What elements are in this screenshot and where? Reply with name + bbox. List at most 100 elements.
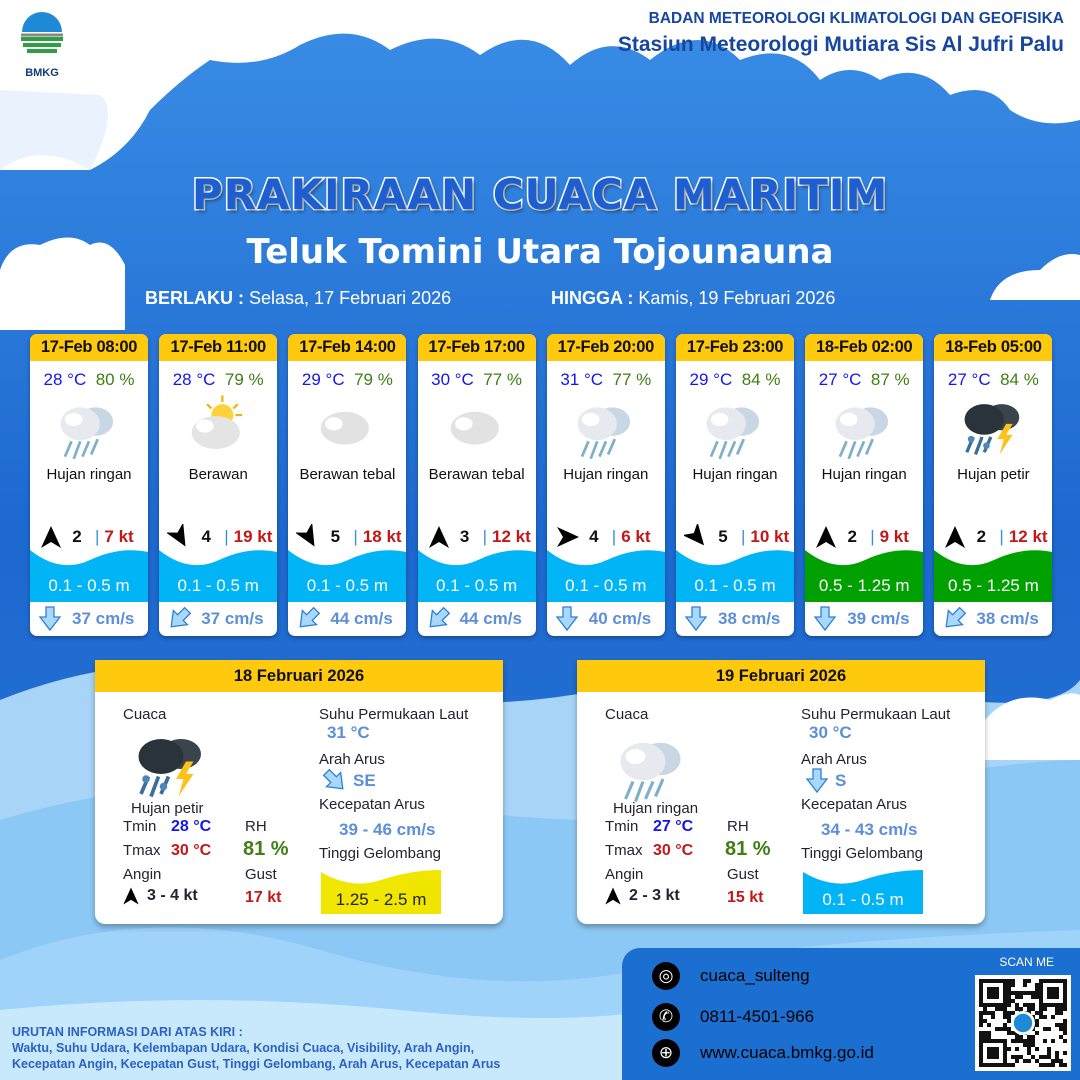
wind-speed: 5 — [330, 527, 341, 546]
temperature: 31 °C — [560, 370, 604, 389]
wind-direction-icon — [41, 526, 61, 548]
current-direction-icon — [805, 768, 829, 794]
gust-label: Gust — [727, 866, 759, 883]
cloudy-icon — [321, 411, 370, 445]
wave-shape — [30, 550, 148, 602]
wind-direction-icon — [816, 526, 837, 548]
wave-text: 0.1 - 0.5 m — [435, 576, 518, 595]
wave-height: 0.5 - 1.25 m — [934, 548, 1053, 602]
website-row[interactable]: ⊕ www.cuaca.bmkg.go.id — [652, 1039, 874, 1067]
tmax-value: 30 °C — [171, 842, 212, 859]
forecast-card: 17-Feb 14:00 29 °C 79 % Berawan tebal 5 |… — [288, 334, 407, 636]
gust-speed: 10 kt — [750, 527, 790, 546]
org-name: BADAN METEOROLOGI KLIMATOLOGI DAN GEOFIS… — [648, 10, 1064, 27]
wind-direction-icon — [167, 524, 186, 547]
website-link[interactable]: www.cuaca.bmkg.go.id — [700, 1043, 874, 1062]
panel-wave-shape — [803, 870, 923, 914]
divider: | — [224, 527, 229, 546]
tmin-label: Tmin — [123, 818, 157, 835]
phone-icon: ✆ — [652, 1003, 680, 1031]
phone-row[interactable]: ✆ 0811-4501-966 — [652, 1003, 814, 1031]
condition: Berawan tebal — [428, 466, 525, 483]
gust-speed: 12 kt — [492, 527, 531, 546]
humidity: 79 % — [354, 370, 393, 389]
current-row: 44 cm/s — [418, 606, 536, 632]
gust-label: Gust — [245, 866, 277, 883]
tmin-value: 27 °C — [653, 818, 694, 835]
wave-text: 0.5 - 1.25 m — [818, 576, 910, 595]
weather-icon-wrap — [805, 390, 923, 462]
current-row: 38 cm/s — [676, 606, 794, 632]
current-direction-icon — [945, 606, 967, 628]
wind-row: 5 | 10 kt — [676, 524, 794, 550]
sst-value: 31 °C — [327, 723, 370, 742]
wave-shape — [159, 550, 278, 602]
tg-label: Tinggi Gelombang — [801, 845, 924, 862]
humidity: 80 % — [95, 370, 135, 389]
wind-speed: 2 — [976, 527, 987, 546]
wind-row: 2 | 7 kt — [30, 524, 148, 550]
kec-value: 39 - 46 cm/s — [339, 820, 436, 839]
wind-row: 4 | 19 kt — [159, 524, 277, 550]
qr-code[interactable] — [975, 975, 1071, 1071]
light-rain-icon — [577, 407, 630, 460]
angin-label: Angin — [123, 866, 162, 883]
current-row: 40 cm/s — [547, 606, 665, 632]
current-speed: 40 cm/s — [588, 609, 652, 628]
wind-speed: 3 — [459, 527, 470, 546]
panel-date: 18 Februari 2026 — [95, 660, 503, 692]
current-speed: 38 cm/s — [718, 609, 781, 628]
wave-height: 0.1 - 0.5 m — [30, 548, 148, 602]
temp-humidity: 27 °C 84 % — [934, 370, 1052, 390]
gust-speed: 6 kt — [621, 527, 651, 546]
info-order-legend: URUTAN INFORMASI DARI ATAS KIRI : Waktu,… — [12, 1024, 500, 1072]
phone-number[interactable]: 0811-4501-966 — [700, 1007, 815, 1026]
wind-direction-icon — [605, 887, 621, 905]
panel-wave: 0.1 - 0.5 m — [803, 868, 923, 914]
panel-condition: Hujan petir — [131, 800, 204, 817]
logo-text: BMKG — [25, 67, 59, 79]
instagram-handle[interactable]: cuaca_sulteng — [700, 966, 810, 985]
humidity: 79 % — [224, 370, 264, 389]
wave-shape — [934, 550, 1053, 602]
wave-shape — [546, 550, 665, 602]
wave-height: 0.1 - 0.5 m — [417, 548, 536, 602]
legend-line-2: Kecepatan Angin, Kecepatan Gust, Tinggi … — [12, 1057, 501, 1071]
wind-speed: 5 — [718, 527, 728, 546]
current-direction-icon — [813, 606, 837, 632]
gust-speed: 12 kt — [1008, 527, 1048, 546]
humidity: 77 % — [612, 370, 652, 389]
panel-condition: Hujan ringan — [613, 800, 699, 817]
forecast-card: 17-Feb 08:00 28 °C 80 % Hujan ringan 2 | 7… — [30, 334, 148, 636]
kec-label: Kecepatan Arus — [801, 796, 907, 813]
wind-speed: 2 — [72, 527, 82, 546]
wind-row: 5 | 18 kt — [288, 524, 406, 550]
thunderstorm-icon — [964, 404, 1020, 456]
gust-value: 17 kt — [245, 889, 282, 906]
tmax-label: Tmax — [123, 842, 161, 859]
current-speed: 37 cm/s — [72, 609, 135, 628]
kec-value: 34 - 43 cm/s — [821, 820, 918, 839]
legend-title: URUTAN INFORMASI DARI ATAS KIRI : — [12, 1025, 243, 1039]
condition: Hujan ringan — [46, 466, 132, 483]
current-speed: 39 cm/s — [847, 609, 910, 628]
bmkg-logo: BMKG — [14, 12, 70, 79]
temp-humidity: 31 °C 77 % — [547, 370, 665, 390]
weather-icon-wrap — [159, 390, 277, 462]
panel-weather-icon — [131, 724, 211, 808]
gust-value: 15 kt — [727, 889, 764, 906]
current-speed: 44 cm/s — [330, 609, 393, 628]
wave-shape — [288, 550, 407, 602]
wind-direction-icon — [123, 887, 139, 905]
condition: Hujan petir — [957, 466, 1030, 483]
current-direction-icon — [170, 606, 192, 628]
wave-height: 0.5 - 1.25 m — [805, 548, 924, 602]
current-row: 37 cm/s — [30, 606, 148, 632]
daily-panel: 18 Februari 2026 Cuaca Hujan petir Tmin 2… — [95, 660, 503, 924]
valid-from-label: BERLAKU : — [145, 288, 244, 308]
kec-label: Kecepatan Arus — [319, 796, 425, 813]
sst-label: Suhu Permukaan Laut — [801, 706, 951, 723]
instagram-row[interactable]: ◎ cuaca_sulteng — [652, 962, 810, 990]
forecast-card: 17-Feb 11:00 28 °C 79 % Berawan 4 | 19 kt … — [159, 334, 278, 636]
tmax-label: Tmax — [605, 842, 643, 859]
